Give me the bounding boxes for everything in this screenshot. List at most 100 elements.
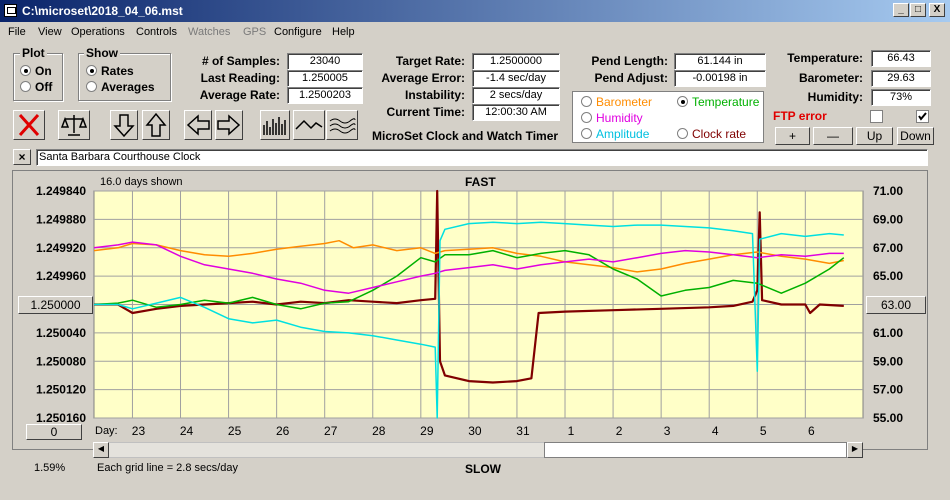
red-x-icon	[18, 113, 40, 137]
day-tick-label: 30	[468, 424, 482, 438]
fast-label: FAST	[465, 175, 496, 189]
right-axis-tick-label: 71.00	[873, 184, 903, 198]
show-group-title: Show	[84, 46, 120, 60]
scale-down-button[interactable]: Down	[897, 127, 934, 145]
radio-dot-icon	[677, 96, 688, 107]
scroll-left-arrow[interactable]: ◀	[93, 442, 109, 458]
line-graph-button[interactable]	[293, 110, 325, 140]
barometer-label: Barometer:	[798, 71, 863, 85]
menu-configure[interactable]: Configure	[274, 26, 322, 38]
sensor-barometer-radio[interactable]: Barometer	[581, 95, 652, 109]
line-graph-icon	[295, 119, 323, 130]
sensor-select-panel	[572, 91, 764, 143]
radio-dot-icon	[86, 65, 97, 76]
right-axis-center-button[interactable]: 63.00	[866, 296, 926, 314]
temperature-label: Temperature:	[787, 51, 863, 65]
day-tick-label: 23	[132, 424, 146, 438]
radio-dot-icon	[86, 81, 97, 92]
left-axis-center-button[interactable]: 1.250000	[18, 296, 93, 314]
current-time-label: Current Time:	[386, 105, 465, 119]
pend-adjust-value: -0.00198 in	[674, 70, 766, 87]
scale-up-button[interactable]: Up	[856, 127, 893, 145]
menu-gps[interactable]: GPS	[243, 26, 267, 38]
menu-watches[interactable]: Watches	[188, 26, 231, 38]
pend-length-label: Pend Length:	[591, 54, 668, 68]
scale-minus-button[interactable]: —	[813, 127, 853, 145]
day-tick-label: 28	[372, 424, 386, 438]
sensor-temperature-radio[interactable]: Temperature	[677, 95, 759, 109]
series-line-amplitude	[94, 221, 844, 419]
scroll-up-button[interactable]	[142, 110, 170, 140]
plot-on-radio[interactable]: On	[20, 64, 52, 78]
maximize-button[interactable]: □	[910, 3, 926, 17]
zero-button[interactable]: 0	[26, 424, 82, 440]
pend-adjust-label: Pend Adjust:	[594, 71, 668, 85]
average-rate-value: 1.2500203	[287, 87, 363, 104]
checkmark-icon	[918, 112, 927, 121]
scroll-right-button[interactable]	[215, 110, 243, 140]
plot-off-radio[interactable]: Off	[20, 80, 52, 94]
sensor-amplitude-radio[interactable]: Amplitude	[581, 127, 649, 141]
instability-label: Instability:	[404, 88, 465, 102]
day-tick-label: 4	[712, 424, 719, 438]
day-tick-label: 31	[516, 424, 530, 438]
menu-operations[interactable]: Operations	[71, 26, 125, 38]
sensor-humidity-radio[interactable]: Humidity	[581, 111, 643, 125]
scroll-left-button[interactable]	[184, 110, 212, 140]
radio-dot-icon	[581, 112, 592, 123]
slow-label: SLOW	[465, 462, 501, 476]
left-axis-tick-label: 1.249920	[36, 241, 86, 255]
day-tick-label: 26	[276, 424, 290, 438]
left-axis-tick-label: 1.250080	[36, 354, 86, 368]
minimize-button[interactable]: _	[893, 3, 909, 17]
right-axis-tick-label: 69.00	[873, 212, 903, 226]
menu-file[interactable]: File	[8, 26, 26, 38]
days-shown: 16.0 days shown	[100, 176, 183, 188]
plot-group-title: Plot	[20, 46, 47, 60]
close-button[interactable]: X	[929, 3, 945, 17]
title-bar: C:\microset\2018_04_06.mst _ □ X	[0, 0, 950, 22]
show-group	[78, 53, 171, 101]
day-tick-label: 24	[180, 424, 194, 438]
last-reading-label: Last Reading:	[200, 71, 280, 85]
ftp-checkbox-2[interactable]	[916, 110, 929, 123]
pend-length-value: 61.144 in	[674, 53, 766, 70]
left-axis-tick-label: 1.250120	[36, 383, 86, 397]
menu-controls[interactable]: Controls	[136, 26, 177, 38]
menu-help[interactable]: Help	[332, 26, 355, 38]
wave-graph-button[interactable]	[326, 110, 358, 140]
arrow-left-icon	[186, 114, 210, 136]
day-tick-label: 29	[420, 424, 434, 438]
grid-note: Each grid line = 2.8 secs/day	[97, 462, 238, 474]
radio-dot-icon	[581, 128, 592, 139]
balance-button[interactable]	[58, 110, 90, 140]
average-error-label: Average Error:	[381, 71, 465, 85]
scroll-down-button[interactable]	[110, 110, 138, 140]
clock-name-input[interactable]: Santa Barbara Courthouse Clock	[36, 149, 928, 166]
stop-button[interactable]	[13, 110, 45, 140]
wave-icon	[329, 118, 356, 134]
radio-dot-icon	[677, 128, 688, 139]
show-averages-radio[interactable]: Averages	[86, 80, 155, 94]
clear-clock-button[interactable]: ×	[13, 149, 31, 165]
balance-scale-icon	[60, 115, 88, 136]
day-tick-label: 27	[324, 424, 338, 438]
scroll-right-arrow[interactable]: ▶	[847, 442, 863, 458]
percent-readout: 1.59%	[34, 462, 66, 474]
histogram-button[interactable]	[260, 110, 290, 140]
sensor-clock-rate-radio[interactable]: Clock rate	[677, 127, 746, 141]
scrollbar-thumb[interactable]	[544, 442, 847, 458]
series-line-barometer	[93, 239, 844, 273]
menu-view[interactable]: View	[38, 26, 62, 38]
right-axis-tick-label: 57.00	[873, 383, 903, 397]
current-time-value: 12:00:30 AM	[472, 104, 560, 121]
day-tick-label: 1	[568, 424, 575, 438]
left-axis-tick-label: 1.250040	[36, 326, 86, 340]
ftp-checkbox-1[interactable]	[870, 110, 883, 123]
left-axis-tick-label: 1.249880	[36, 212, 86, 226]
scale-plus-button[interactable]: +	[775, 127, 810, 145]
right-axis-tick-label: 65.00	[873, 269, 903, 283]
left-axis-tick-label: 1.249960	[36, 269, 86, 283]
show-rates-radio[interactable]: Rates	[86, 64, 134, 78]
